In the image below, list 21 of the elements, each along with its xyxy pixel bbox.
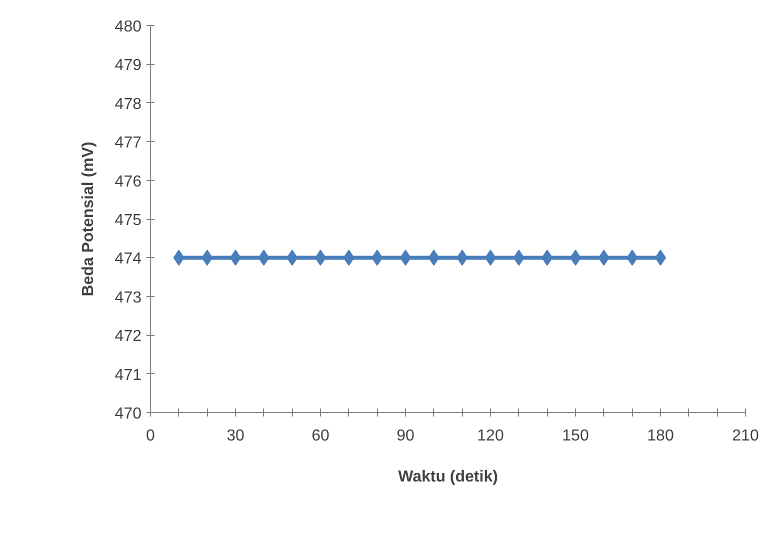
- y-tick-label: 479: [114, 57, 142, 74]
- y-tick-label: 472: [114, 328, 142, 346]
- y-axis-title: Beda Potensial (mV): [80, 142, 97, 296]
- x-tick-label: 210: [732, 428, 759, 444]
- x-tick-label: 150: [562, 428, 589, 444]
- x-tick-label: 120: [477, 428, 504, 444]
- x-axis-title: Waktu (detik): [398, 468, 498, 486]
- x-tick-label: 90: [396, 428, 414, 444]
- y-tick-label: 476: [114, 173, 142, 190]
- y-tick-label: 471: [114, 366, 142, 384]
- x-tick-label: 60: [312, 428, 330, 444]
- y-tick-label: 473: [114, 289, 142, 306]
- x-tick-label: 180: [647, 428, 674, 444]
- x-tick-label: 30: [226, 428, 244, 444]
- x-tick-label: 0: [146, 428, 156, 444]
- y-tick-label: 475: [114, 212, 142, 229]
- y-tick-label: 477: [114, 134, 142, 152]
- y-tick-label: 480: [114, 18, 142, 36]
- y-tick-label: 478: [114, 96, 142, 113]
- y-tick-label: 474: [114, 250, 142, 268]
- y-tick-label: 470: [114, 406, 142, 422]
